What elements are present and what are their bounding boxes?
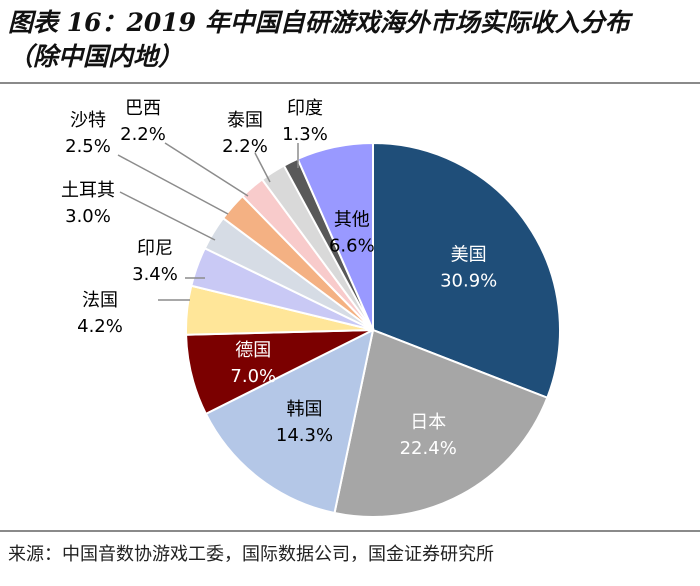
slice-name-label: 土耳其 bbox=[61, 180, 115, 201]
slice-value-label: 14.3% bbox=[276, 425, 333, 446]
leader-line-8 bbox=[117, 154, 229, 215]
slice-value-label: 2.5% bbox=[65, 136, 111, 157]
slice-value-label: 4.2% bbox=[77, 316, 123, 337]
title-line-1: 图表 16：2019 年中国自研游戏海外市场实际收入分布 bbox=[8, 8, 630, 37]
pie-slice-2 bbox=[333, 328, 549, 518]
slice-name-label: 其他 bbox=[334, 209, 370, 230]
slice-name-label: 日本 bbox=[410, 412, 446, 433]
slice-name-label: 韩国 bbox=[287, 399, 323, 420]
slice-value-label: 3.4% bbox=[132, 264, 178, 285]
slice-name-label: 巴西 bbox=[125, 98, 161, 119]
pie-slice-3 bbox=[204, 328, 375, 515]
slice-name-label: 美国 bbox=[451, 245, 487, 266]
slice-name-label: 法国 bbox=[82, 290, 118, 311]
slice-value-label: 7.0% bbox=[230, 366, 276, 387]
slice-value-label: 3.0% bbox=[65, 206, 111, 227]
slice-value-label: 2.2% bbox=[222, 136, 268, 157]
slice-value-label: 1.3% bbox=[282, 124, 328, 145]
slice-name-label: 泰国 bbox=[227, 110, 263, 131]
slice-name-label: 德国 bbox=[235, 340, 271, 361]
slice-labels: 美国 30.9% 日本 22.4% 韩国 14.3% 德国 7.0% 法国 4.2% 印尼 3.4% 土… bbox=[61, 98, 497, 459]
source-note: 来源：中国音数协游戏工委，国际数据公司，国金证券研究所 bbox=[8, 544, 494, 565]
title-line-2: （除中国内地） bbox=[8, 42, 184, 71]
slice-name-label: 沙特 bbox=[70, 110, 106, 131]
chart-title: 图表 16：2019 年中国自研游戏海外市场实际收入分布 （除中国内地） bbox=[8, 6, 692, 74]
slice-value-label: 22.4% bbox=[400, 438, 457, 459]
leader-line-9 bbox=[164, 142, 249, 197]
title-divider bbox=[0, 82, 700, 84]
leader-line-10 bbox=[254, 152, 271, 183]
slice-value-label: 2.2% bbox=[120, 124, 166, 145]
leader-lines bbox=[117, 142, 299, 301]
slice-name-label: 印度 bbox=[287, 98, 323, 119]
leader-line-7 bbox=[119, 191, 216, 241]
slice-name-label: 印尼 bbox=[137, 238, 173, 259]
pie-slice-1 bbox=[372, 141, 561, 400]
slice-value-label: 6.6% bbox=[329, 235, 375, 256]
pie-slices bbox=[185, 141, 561, 518]
slice-value-label: 30.9% bbox=[440, 271, 497, 292]
source-divider bbox=[0, 530, 700, 532]
